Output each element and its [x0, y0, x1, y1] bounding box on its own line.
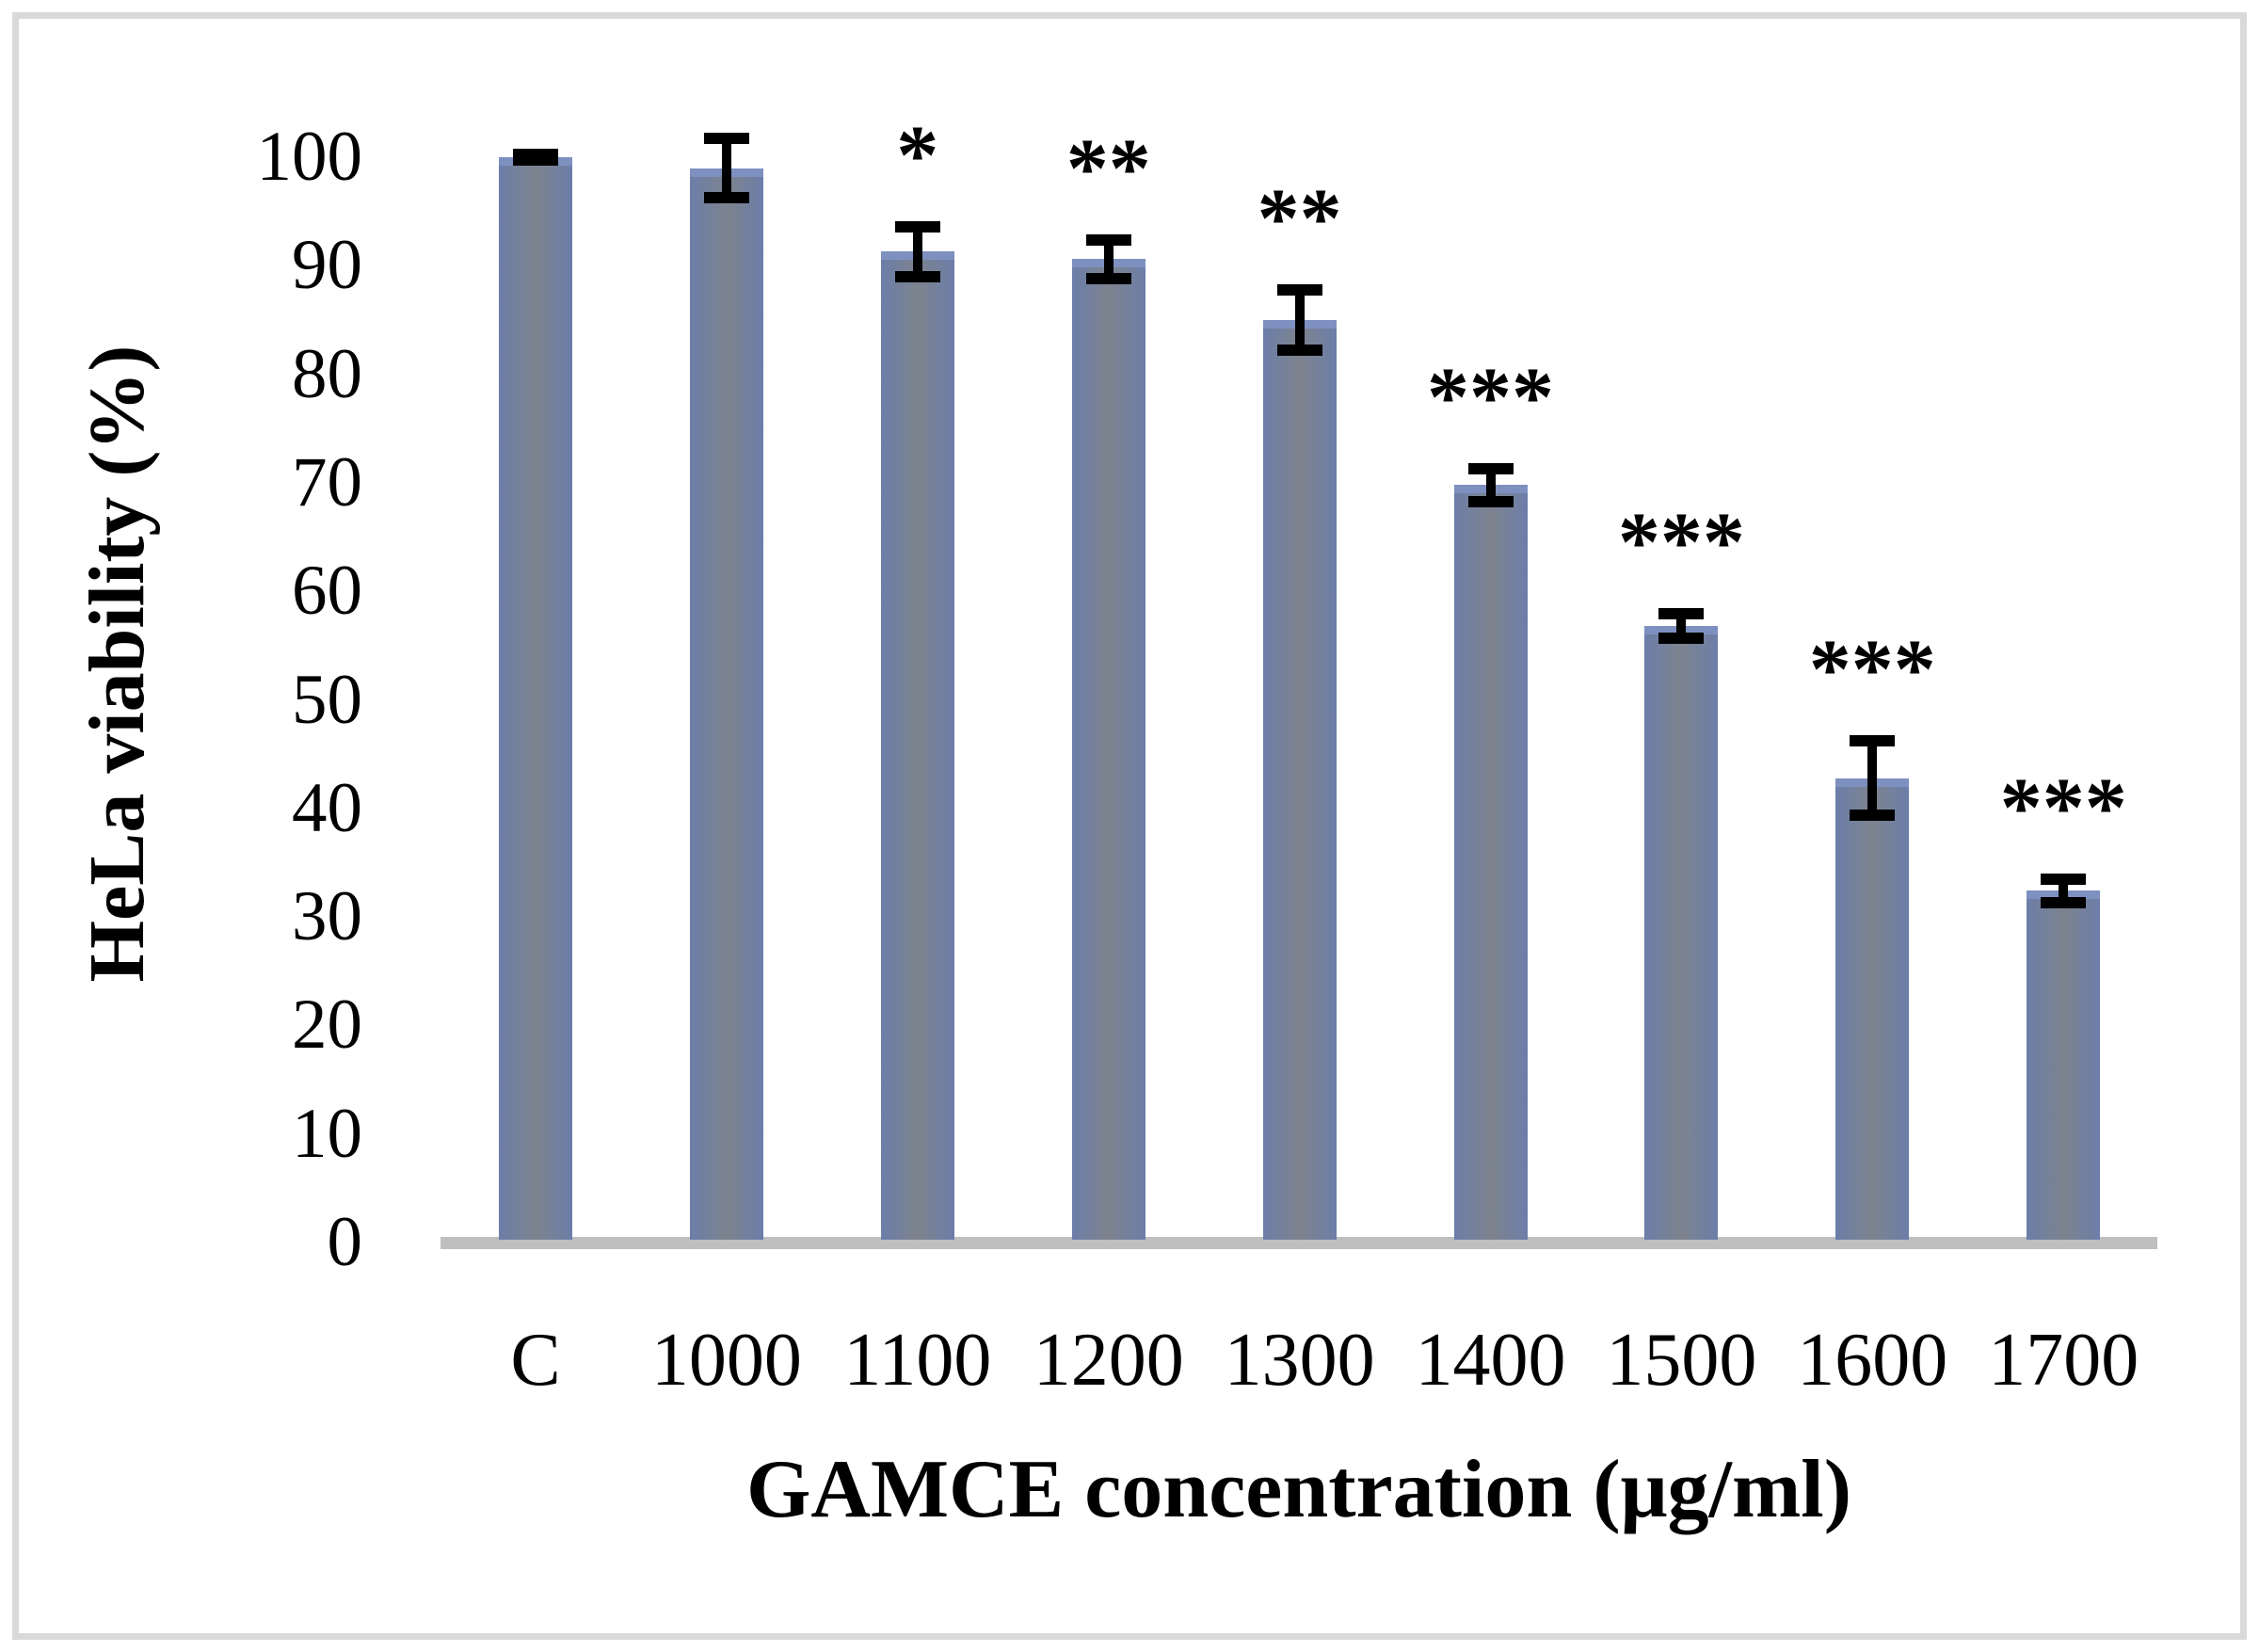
error-bar-bottom-cap [1276, 345, 1322, 357]
x-tick-label: C [510, 1319, 561, 1402]
significance-label: *** [1999, 761, 2127, 855]
error-bar-top-cap [1467, 462, 1514, 474]
error-bar-bottom-cap [894, 270, 940, 282]
significance-label: *** [1808, 623, 1936, 717]
bar [1262, 319, 1337, 1240]
bar [499, 157, 572, 1240]
error-bar-top-cap [1850, 735, 1896, 747]
error-bar-bottom-cap [513, 154, 558, 167]
error-bar [1294, 289, 1305, 351]
error-bar-top-cap [894, 220, 940, 233]
y-tick-label: 70 [292, 442, 362, 521]
bar [1453, 485, 1528, 1240]
y-tick-label: 80 [292, 334, 362, 413]
significance-label: ** [1065, 121, 1151, 216]
bar [1071, 259, 1146, 1240]
bar [689, 168, 763, 1240]
x-axis-title: GAMCE concentration (μg/ml) [745, 1444, 1852, 1535]
error-bar [721, 138, 731, 198]
y-tick-label: 60 [292, 552, 362, 631]
y-tick-label: 10 [292, 1094, 362, 1173]
error-bar-top-cap [2041, 873, 2087, 885]
error-bar-top-cap [703, 133, 749, 145]
x-tick-label: 1300 [1224, 1319, 1375, 1402]
error-bar [912, 226, 922, 277]
x-axis-line [441, 1237, 2157, 1249]
error-bar-bottom-cap [2041, 897, 2087, 909]
bar [1835, 778, 1910, 1240]
x-tick-label: 1100 [843, 1319, 992, 1402]
error-bar-top-cap [1658, 608, 1705, 620]
error-bar [1485, 468, 1496, 502]
x-tick-label: 1600 [1797, 1319, 1948, 1402]
significance-label: *** [1617, 496, 1745, 590]
y-tick-label: 30 [292, 877, 362, 956]
y-tick-label: 90 [292, 226, 362, 305]
error-bar [1103, 239, 1113, 280]
x-tick-label: 1200 [1033, 1319, 1184, 1402]
error-bar-top-cap [1276, 283, 1322, 296]
error-bar-bottom-cap [1467, 495, 1514, 507]
error-bar [1867, 741, 1878, 815]
error-bar-bottom-cap [1850, 809, 1896, 821]
y-tick-label: 20 [292, 986, 362, 1065]
error-bar [1676, 614, 1687, 638]
y-tick-label: 40 [292, 768, 362, 847]
y-tick-label: 0 [327, 1203, 363, 1281]
significance-label: * [896, 108, 939, 202]
x-tick-label: 1000 [650, 1319, 802, 1402]
error-bar-bottom-cap [703, 191, 749, 203]
x-tick-label: 1400 [1415, 1319, 1566, 1402]
x-tick-label: 1500 [1606, 1319, 1757, 1402]
bar [1644, 626, 1719, 1240]
error-bar [2059, 878, 2069, 904]
error-bar-bottom-cap [1085, 273, 1131, 285]
bar [880, 251, 954, 1240]
y-tick-label: 50 [292, 660, 362, 739]
x-tick-label: 1700 [1988, 1319, 2139, 1402]
significance-label: ** [1257, 171, 1342, 265]
y-tick-label: 100 [256, 118, 363, 196]
error-bar-bottom-cap [1658, 632, 1705, 644]
error-bar-top-cap [1085, 233, 1131, 246]
bar [2027, 890, 2101, 1240]
significance-label: *** [1427, 350, 1554, 444]
